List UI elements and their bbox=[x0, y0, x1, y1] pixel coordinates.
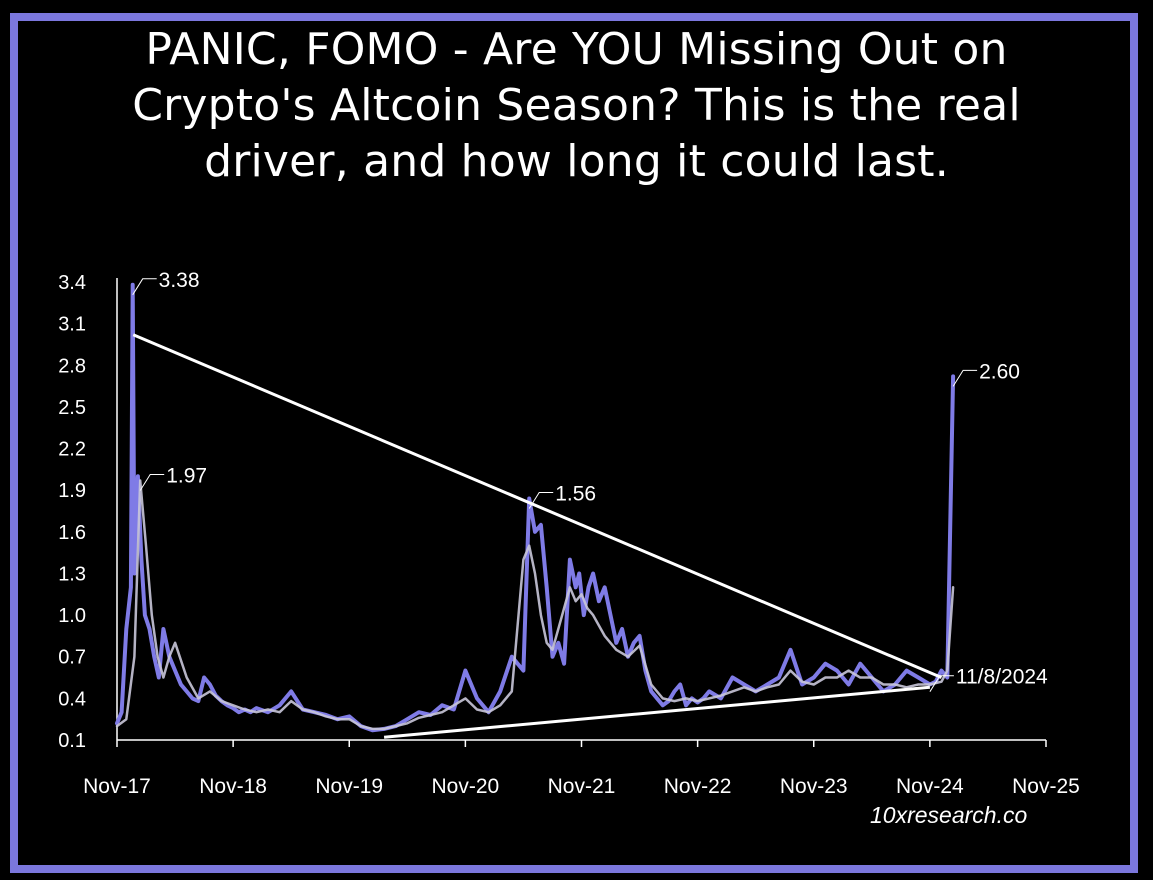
x-tick-label: Nov-17 bbox=[83, 775, 151, 798]
y-tick-label: 3.1 bbox=[58, 314, 86, 336]
annotation-label: 1.56 bbox=[555, 483, 596, 506]
x-tick-label: Nov-19 bbox=[315, 775, 383, 798]
annotation-label: 2.60 bbox=[979, 360, 1020, 383]
headline-line-3: driver, and how long it could last. bbox=[204, 136, 949, 187]
annotation-leader bbox=[132, 278, 157, 296]
x-tick-label: Nov-20 bbox=[432, 775, 500, 798]
annotation-leader bbox=[528, 492, 554, 509]
y-tick-label: 1.3 bbox=[58, 563, 86, 585]
trendline-lower bbox=[383, 685, 931, 739]
x-tick-label: Nov-25 bbox=[1012, 775, 1080, 798]
y-tick-label: 1.9 bbox=[58, 480, 86, 502]
annotation-label: 11/8/2024 bbox=[956, 666, 1048, 689]
source-credit: 10xresearch.co bbox=[870, 802, 1028, 828]
annotation-label: 1.97 bbox=[166, 464, 207, 487]
headline-line-2: Crypto's Altcoin Season? This is the rea… bbox=[132, 80, 1021, 131]
trendline-upper bbox=[132, 333, 943, 679]
y-tick-label: 1.0 bbox=[58, 605, 86, 627]
y-tick-label: 1.6 bbox=[58, 522, 86, 544]
y-tick-label: 2.2 bbox=[58, 439, 86, 461]
y-tick-label: 3.4 bbox=[58, 272, 86, 294]
annotation-label: 3.38 bbox=[159, 269, 200, 292]
annotation-leader bbox=[139, 474, 165, 491]
series-line-raw bbox=[115, 282, 956, 733]
y-tick-label: 2.8 bbox=[58, 355, 86, 377]
annotation-leader bbox=[929, 675, 954, 692]
annotation-leader bbox=[952, 369, 978, 387]
x-tick-label: Nov-22 bbox=[664, 775, 732, 798]
x-tick-label: Nov-18 bbox=[199, 775, 267, 798]
y-tick-label: 0.7 bbox=[58, 647, 86, 669]
y-tick-label: 2.5 bbox=[58, 397, 86, 419]
x-tick-label: Nov-21 bbox=[548, 775, 616, 798]
x-tick-label: Nov-24 bbox=[896, 775, 964, 798]
y-tick-label: 0.1 bbox=[58, 730, 86, 752]
headline-line-1: PANIC, FOMO - Are YOU Missing Out on bbox=[145, 24, 1008, 75]
y-tick-label: 0.4 bbox=[58, 688, 86, 710]
series-line-smoothed bbox=[115, 479, 955, 731]
x-tick-label: Nov-23 bbox=[780, 775, 848, 798]
headline: PANIC, FOMO - Are YOU Missing Out on Cry… bbox=[0, 22, 1153, 190]
